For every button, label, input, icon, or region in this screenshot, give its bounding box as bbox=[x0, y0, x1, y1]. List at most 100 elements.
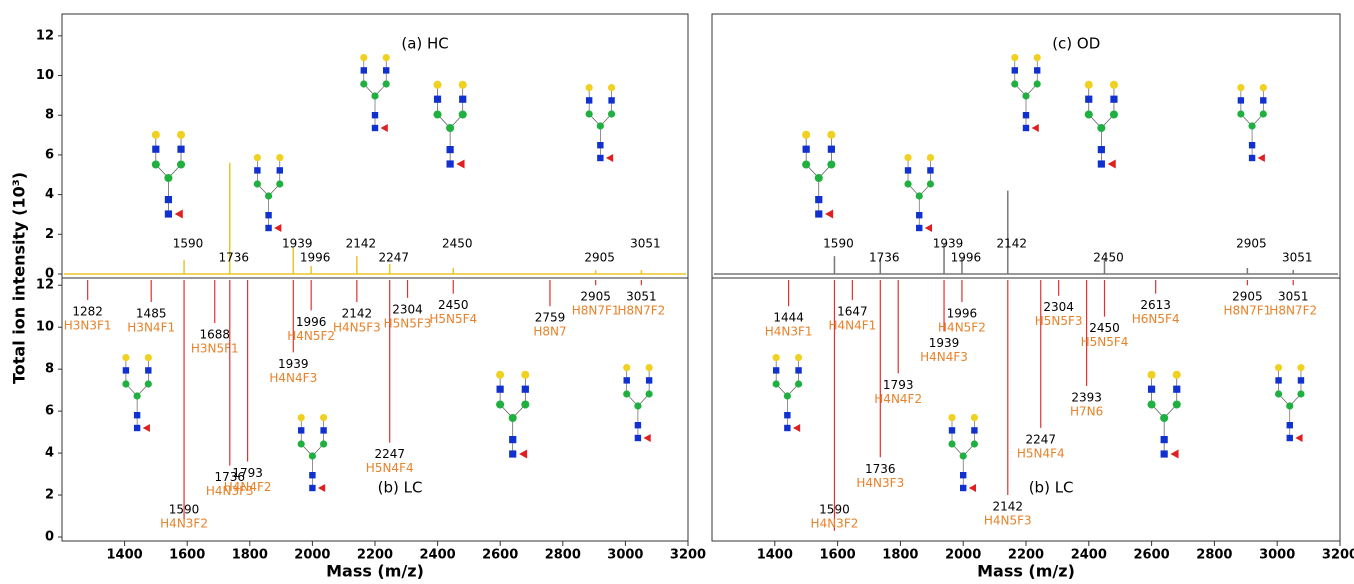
mannose bbox=[360, 80, 367, 87]
x-tick-label: 2200 bbox=[357, 548, 393, 563]
glcnac bbox=[803, 146, 810, 153]
mannose bbox=[265, 192, 272, 199]
composition-label: H7N6 bbox=[1070, 404, 1103, 418]
y-tick-label: 6 bbox=[45, 147, 54, 162]
galactose bbox=[1237, 84, 1244, 91]
fucose bbox=[456, 160, 464, 169]
mannose bbox=[815, 174, 823, 182]
x-tick-label: 3000 bbox=[607, 548, 643, 563]
galactose bbox=[1085, 81, 1093, 89]
peak-mass-label: 1688 bbox=[199, 328, 230, 342]
galactose bbox=[320, 414, 327, 421]
glcnac bbox=[372, 125, 378, 131]
galactose bbox=[383, 54, 390, 61]
mannose bbox=[1110, 110, 1118, 118]
y-tick-label: 4 bbox=[45, 446, 54, 461]
glycan-icon bbox=[433, 81, 466, 169]
peak-mass-label: 2613 bbox=[1140, 298, 1171, 312]
figure: Total ion intensity (10³) 14001600180020… bbox=[0, 0, 1354, 584]
galactose bbox=[586, 84, 593, 91]
y-tick-label: 8 bbox=[45, 108, 54, 123]
glcnac bbox=[795, 367, 801, 373]
peak-mass-label: 1793 bbox=[232, 466, 263, 480]
x-axis-title: Mass (m/z) bbox=[977, 562, 1075, 581]
peak-mass-label: 1939 bbox=[282, 237, 313, 251]
x-tick-label: 2400 bbox=[1071, 548, 1107, 563]
galactose bbox=[521, 371, 529, 379]
composition-label: H3N3F1 bbox=[64, 318, 112, 332]
glcnac bbox=[1249, 155, 1255, 161]
galactose bbox=[459, 81, 467, 89]
fucose bbox=[925, 224, 932, 232]
mannose bbox=[1248, 122, 1255, 129]
glcnac bbox=[597, 142, 603, 148]
glcnac bbox=[1034, 67, 1040, 73]
y-tick-label: 8 bbox=[45, 362, 54, 377]
y-tick-label: 2 bbox=[45, 227, 54, 242]
peak-mass-label: 1485 bbox=[136, 307, 167, 321]
peak-mass-label: 1282 bbox=[72, 304, 103, 318]
galactose bbox=[433, 81, 441, 89]
mannose bbox=[916, 192, 923, 199]
galactose bbox=[1173, 371, 1181, 379]
peak-mass-label: 1736 bbox=[218, 251, 249, 265]
composition-label: H3N4F1 bbox=[127, 321, 175, 335]
peak-mass-label: 1590 bbox=[823, 237, 854, 251]
glcnac bbox=[1085, 96, 1092, 103]
peak-mass-label: 1996 bbox=[296, 315, 327, 329]
y-tick-label: 10 bbox=[36, 320, 54, 335]
mannose bbox=[371, 92, 378, 99]
fucose bbox=[825, 210, 833, 219]
mannose bbox=[948, 440, 955, 447]
fucose bbox=[969, 484, 976, 492]
peak-mass-label: 2142 bbox=[342, 307, 373, 321]
composition-label: H4N4F3 bbox=[920, 350, 968, 364]
composition-label: H4N3F3 bbox=[856, 476, 904, 490]
x-tick-label: 1400 bbox=[107, 548, 143, 563]
galactose bbox=[773, 354, 780, 361]
glcnac bbox=[828, 146, 835, 153]
peak-mass-label: 1444 bbox=[773, 311, 804, 325]
glcnac bbox=[1161, 436, 1168, 443]
mannose bbox=[509, 414, 517, 422]
peak-mass-label: 2142 bbox=[346, 237, 377, 251]
glycan-icon bbox=[586, 84, 616, 162]
fucose bbox=[1032, 124, 1039, 132]
glycan-icon bbox=[1237, 84, 1267, 162]
glcnac bbox=[1173, 386, 1180, 393]
x-tick-label: 1800 bbox=[232, 548, 268, 563]
x-tick-label: 1600 bbox=[820, 548, 856, 563]
glcnac bbox=[1012, 67, 1018, 73]
peak-mass-label: 1736 bbox=[865, 462, 896, 476]
glcnac bbox=[1161, 450, 1168, 457]
mannose bbox=[608, 110, 615, 117]
panel-title: (b) LC bbox=[1029, 479, 1074, 497]
fucose bbox=[644, 434, 651, 442]
glcnac bbox=[152, 146, 159, 153]
glcnac bbox=[815, 210, 822, 217]
galactose bbox=[623, 364, 630, 371]
composition-label: H4N3F2 bbox=[160, 517, 208, 531]
composition-label: H6N5F4 bbox=[1132, 312, 1180, 326]
peak-mass-label: 2393 bbox=[1071, 390, 1102, 404]
peak-mass-label: 1647 bbox=[837, 304, 868, 318]
glcnac bbox=[1023, 112, 1029, 118]
peak-mass-label: 2450 bbox=[1093, 251, 1124, 265]
mannose bbox=[446, 124, 454, 132]
mannose bbox=[623, 390, 630, 397]
composition-label: H5N4F4 bbox=[1017, 446, 1065, 460]
mannose bbox=[254, 180, 261, 187]
galactose bbox=[927, 154, 934, 161]
galactose bbox=[1034, 54, 1041, 61]
glcnac bbox=[916, 225, 922, 231]
glcnac bbox=[134, 412, 140, 418]
x-tick-label: 2000 bbox=[945, 548, 981, 563]
composition-label: H8N7 bbox=[533, 325, 566, 339]
composition-label: H4N5F2 bbox=[287, 329, 335, 343]
glcnac bbox=[177, 146, 184, 153]
glycan-icon bbox=[122, 354, 152, 432]
composition-label: H5N5F4 bbox=[1081, 335, 1129, 349]
mannose bbox=[1160, 414, 1168, 422]
fucose bbox=[793, 424, 800, 432]
peak-mass-label: 1793 bbox=[883, 378, 914, 392]
